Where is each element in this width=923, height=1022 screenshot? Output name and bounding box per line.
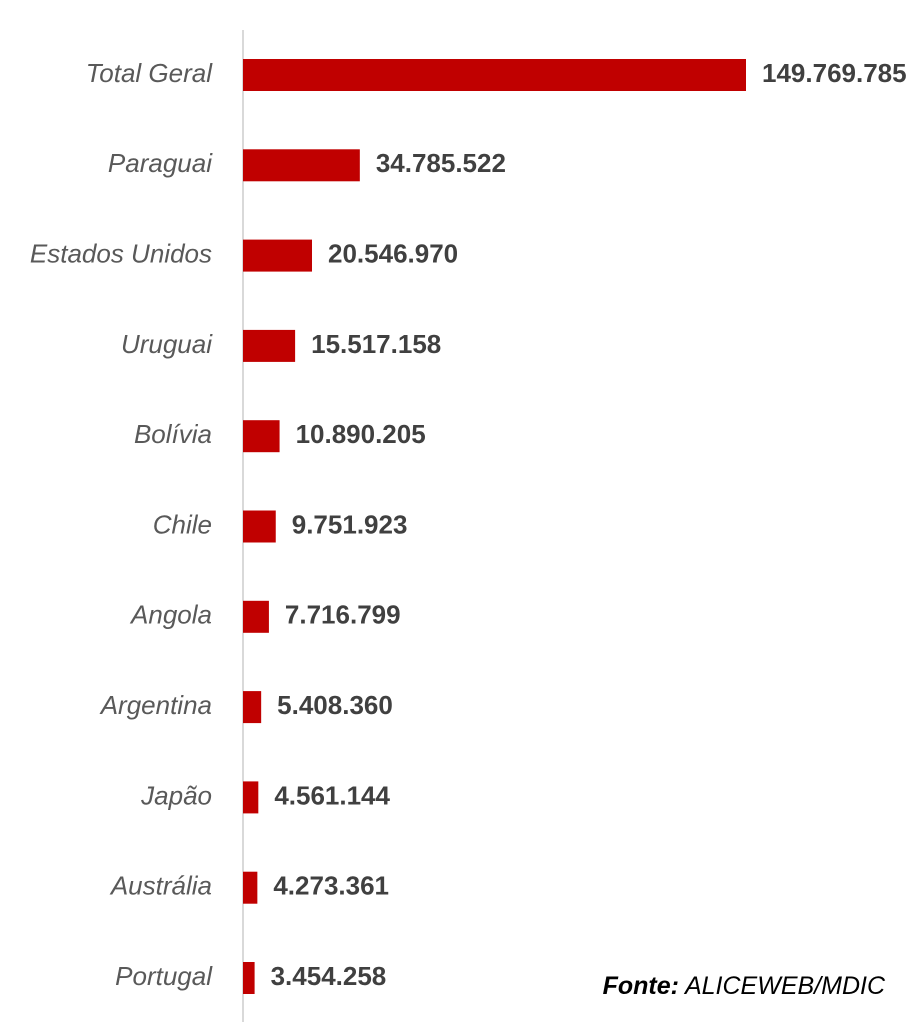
data-label: 20.546.970: [328, 238, 458, 268]
data-label: 149.769.785: [762, 58, 907, 88]
bar: [243, 420, 280, 453]
category-label: Paraguai: [108, 148, 213, 178]
bar: [243, 691, 262, 724]
category-label: Portugal: [115, 961, 213, 991]
category-label: Chile: [153, 509, 212, 539]
bar: [243, 59, 746, 91]
data-label: 15.517.158: [311, 329, 441, 359]
bar: [243, 239, 313, 272]
bar: [243, 600, 269, 633]
source-label: Fonte:: [602, 972, 679, 1000]
category-label: Uruguai: [121, 329, 213, 359]
data-label: 7.716.799: [285, 600, 401, 630]
data-label: 10.890.205: [296, 419, 426, 449]
data-label: 4.561.144: [274, 780, 390, 810]
source-text: ALICEWEB/MDIC: [678, 972, 885, 1000]
bar: [243, 871, 258, 904]
data-label: 4.273.361: [273, 871, 389, 901]
bar: [243, 149, 360, 182]
category-label: Argentina: [99, 690, 212, 720]
bar: [243, 329, 296, 362]
data-label: 9.751.923: [292, 509, 408, 539]
data-label: 5.408.360: [277, 690, 393, 720]
category-label: Bolívia: [134, 419, 212, 449]
category-label: Austrália: [109, 871, 212, 901]
category-label: Japão: [140, 780, 212, 810]
bar: [243, 962, 255, 994]
bar: [243, 781, 259, 814]
category-label: Estados Unidos: [30, 238, 212, 268]
data-label: 3.454.258: [271, 961, 387, 991]
bar: [243, 510, 276, 543]
category-label: Angola: [129, 600, 212, 630]
category-label: Total Geral: [86, 58, 213, 88]
source-note: Fonte: ALICEWEB/MDIC: [603, 972, 885, 1001]
data-label: 34.785.522: [376, 148, 506, 178]
